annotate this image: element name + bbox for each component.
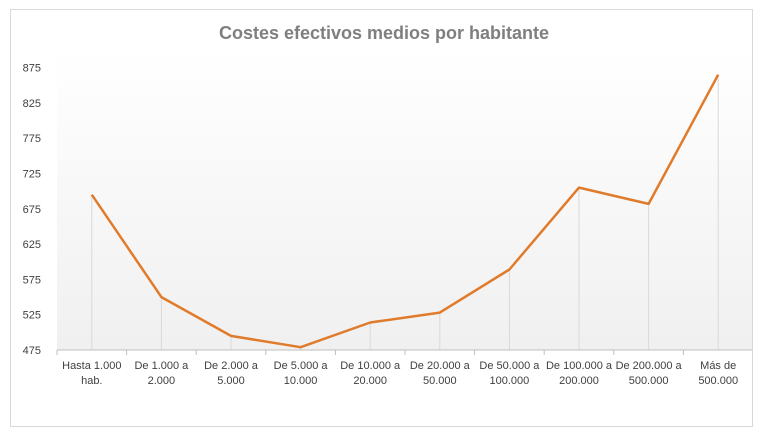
x-tick-label: De 10.000 a 20.000 — [340, 360, 401, 387]
line-chart: Costes efectivos medios por habitante 47… — [23, 23, 752, 387]
x-tick-label: De 5.000 a 10.000 — [274, 360, 329, 387]
y-tick-label: 675 — [23, 204, 41, 216]
x-tick-label: De 20.000 a 50.000 — [410, 360, 471, 387]
y-tick-label: 575 — [23, 274, 41, 286]
x-tick-label: De 200.000 a 500.000 — [616, 360, 683, 387]
y-tick-label: 725 — [23, 169, 41, 181]
x-tick-label: Hasta 1.000 hab. — [62, 360, 121, 387]
chart-frame: Costes efectivos medios por habitante 47… — [10, 9, 753, 427]
y-tick-label: 475 — [23, 345, 41, 357]
x-tick-label: De 50.000 a 100.000 — [479, 360, 540, 387]
y-tick-label: 875 — [23, 63, 41, 75]
y-tick-label: 825 — [23, 98, 41, 110]
y-tick-label: 775 — [23, 133, 41, 145]
x-tick-label: De 100.000 a 200.000 — [546, 360, 613, 387]
y-tick-label: 625 — [23, 239, 41, 251]
y-tick-label: 525 — [23, 310, 41, 322]
series-line — [90, 74, 720, 349]
x-tick-label: Más de 500.000 — [698, 360, 738, 387]
x-tick-label: De 2.000 a 5.000 — [204, 360, 259, 387]
chart-title: Costes efectivos medios por habitante — [219, 23, 549, 43]
x-tick-label: De 1.000 a 2.000 — [134, 360, 189, 387]
